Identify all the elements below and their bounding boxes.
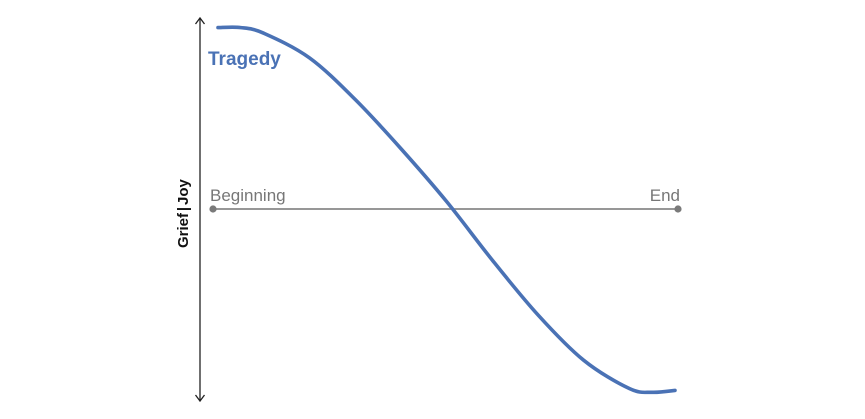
tragedy-label: Tragedy [208,49,281,70]
axis-down-arrow-icon [194,394,206,403]
grief-label: Grief [175,212,192,248]
tragedy-curve [216,25,677,395]
end-label: End [650,186,680,205]
timeline-end-dot [674,205,682,213]
emotion-axis [194,16,206,403]
timeline-start-dot [209,205,217,213]
beginning-label: Beginning [210,186,286,205]
timeline-axis: Beginning End [209,186,682,213]
joy-label: Joy [175,178,192,205]
axis-up-arrow-icon [194,16,206,25]
emotion-axis-labels: Grief | Joy [175,178,192,248]
axis-separator: | [175,207,192,211]
